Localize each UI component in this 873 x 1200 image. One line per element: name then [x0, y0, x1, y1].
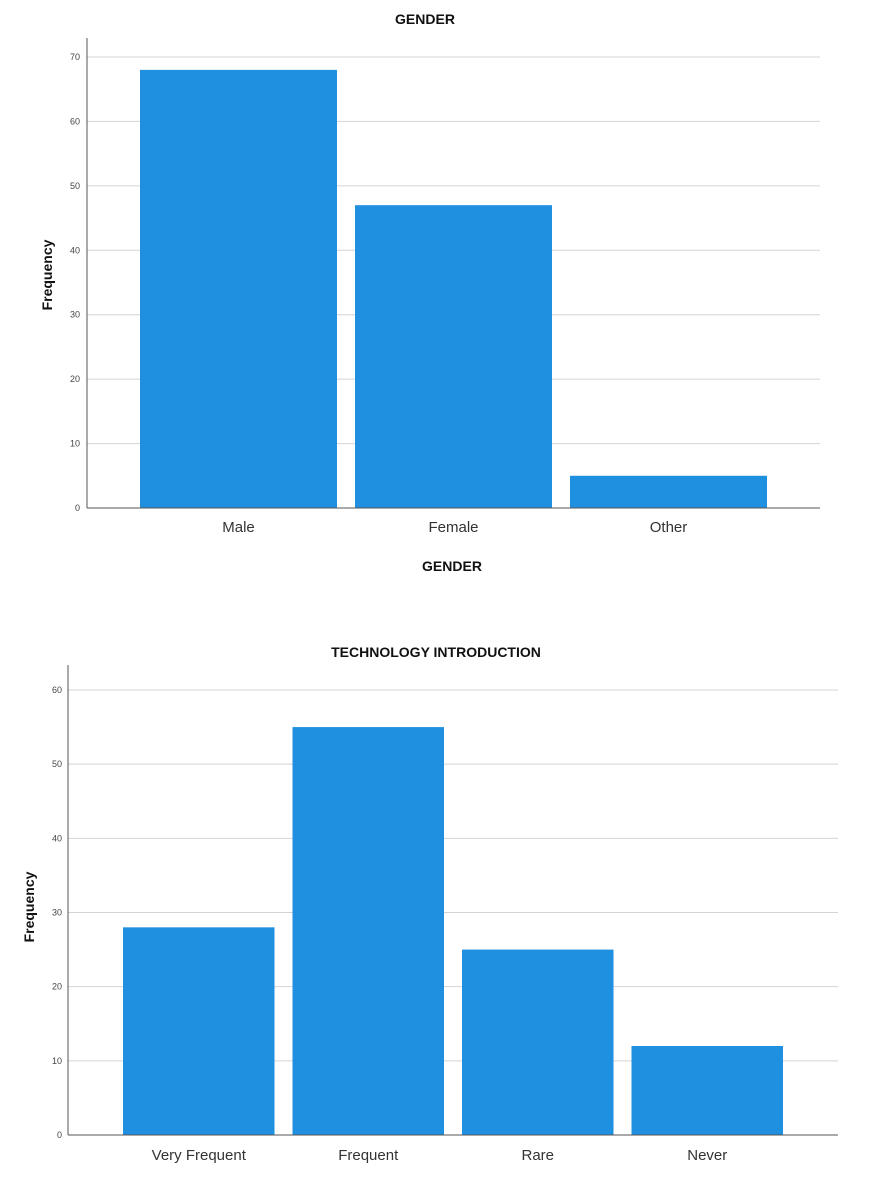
bar-rare — [462, 949, 614, 1135]
y-tick-label: 10 — [52, 1056, 62, 1066]
chart-title: TECHNOLOGY INTRODUCTION — [331, 644, 541, 660]
technology-introduction-chart: TECHNOLOGY INTRODUCTION Frequency 0 10 20 3… — [0, 630, 873, 1200]
y-tick-label: 0 — [75, 503, 80, 513]
category-label: Frequent — [338, 1147, 399, 1164]
y-axis-label: Frequency — [39, 239, 55, 310]
category-label: Female — [428, 519, 478, 536]
category-label: Other — [650, 519, 688, 536]
x-axis-label: GENDER — [422, 558, 482, 574]
y-axis-label: Frequency — [21, 871, 37, 942]
y-tick-label: 40 — [70, 245, 80, 255]
bars — [123, 727, 783, 1135]
y-tick-label: 20 — [52, 982, 62, 992]
y-tick-label: 70 — [70, 52, 80, 62]
category-labels: Male Female Other — [222, 519, 687, 536]
y-tick-label: 60 — [70, 116, 80, 126]
y-tick-label: 50 — [70, 181, 80, 191]
y-tick-label: 10 — [70, 439, 80, 449]
y-tick-label: 60 — [52, 685, 62, 695]
bar-frequent — [292, 727, 444, 1135]
bar-very-frequent — [123, 927, 275, 1135]
y-tick-label: 50 — [52, 759, 62, 769]
category-label: Very Frequent — [152, 1147, 247, 1164]
bar-never — [631, 1046, 783, 1135]
y-tick-label: 30 — [52, 908, 62, 918]
y-tick-label: 0 — [57, 1130, 62, 1140]
category-label: Rare — [521, 1147, 554, 1164]
bars — [140, 69, 767, 508]
category-labels: Very Frequent Frequent Rare Never — [152, 1147, 728, 1164]
bar-female — [355, 205, 552, 508]
y-tick-label: 30 — [70, 310, 80, 320]
gender-chart-svg: GENDER Frequency GENDER 010203040506070 … — [39, 11, 820, 574]
technology-chart-svg: TECHNOLOGY INTRODUCTION Frequency 0 10 20 3… — [21, 644, 838, 1164]
category-label: Never — [687, 1147, 727, 1164]
y-tick-labels: 0 10 20 30 40 50 60 — [52, 685, 62, 1140]
gender-chart: GENDER Frequency GENDER 0 10 20 30 40 50 60 70 … — [0, 0, 873, 590]
y-tick-label: 20 — [70, 374, 80, 384]
bar-other — [570, 475, 767, 508]
chart-title: GENDER — [395, 11, 455, 27]
bar-male — [140, 69, 337, 508]
category-label: Male — [222, 519, 255, 536]
y-tick-label: 40 — [52, 833, 62, 843]
y-tick-labels: 0 10 20 30 40 50 60 70 — [70, 52, 80, 513]
